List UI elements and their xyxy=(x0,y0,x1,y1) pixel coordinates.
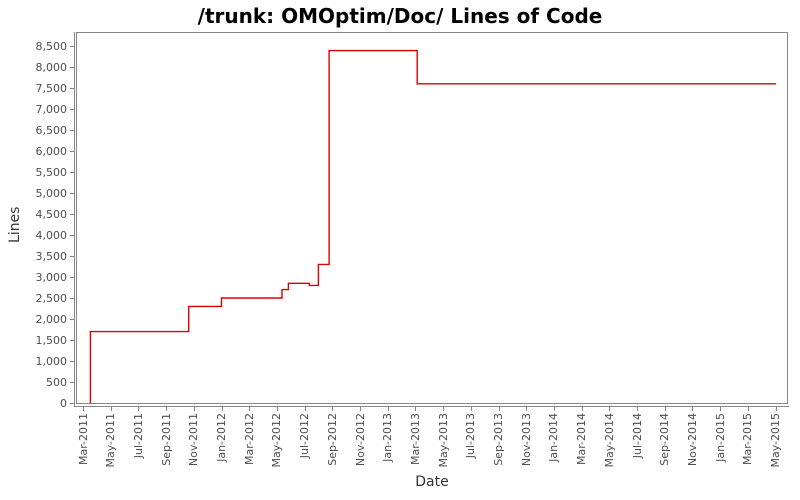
y-tick-mark xyxy=(70,172,74,173)
y-tick-mark xyxy=(70,340,74,341)
x-tick-mark xyxy=(443,407,445,411)
x-tick-mark xyxy=(470,407,472,411)
y-tick-mark xyxy=(70,235,74,236)
y-tick-label: 0 xyxy=(60,396,67,410)
y-tick-label: 7,000 xyxy=(35,102,68,116)
x-tick-label: Mar-2015 xyxy=(741,413,755,466)
y-tick-label: 4,500 xyxy=(35,207,68,221)
y-tick-label: 6,500 xyxy=(35,123,68,137)
x-tick-mark xyxy=(609,407,611,411)
x-tick-label: Jan-2014 xyxy=(547,413,561,462)
y-tick-mark xyxy=(70,361,74,362)
y-tick-mark xyxy=(70,193,74,194)
x-tick-mark xyxy=(360,407,361,411)
y-tick-mark xyxy=(70,403,74,404)
y-axis-line xyxy=(74,32,75,407)
x-tick-mark xyxy=(138,407,140,411)
x-tick-mark xyxy=(692,407,694,411)
x-tick-mark xyxy=(193,407,195,411)
y-tick-label: 3,000 xyxy=(35,270,68,284)
x-tick-label: May-2013 xyxy=(436,413,450,468)
x-tick-mark xyxy=(249,407,251,411)
y-tick-mark xyxy=(70,151,74,152)
x-axis-line xyxy=(74,406,789,407)
y-tick-mark xyxy=(70,319,74,320)
x-tick-mark xyxy=(664,407,666,411)
y-tick-mark xyxy=(70,130,74,131)
x-tick-mark xyxy=(221,407,223,411)
y-tick-mark xyxy=(70,109,74,110)
y-tick-label: 6,000 xyxy=(35,144,68,158)
y-tick-label: 5,500 xyxy=(35,165,68,179)
x-tick-label: Sep-2012 xyxy=(325,413,339,466)
x-tick-mark xyxy=(166,407,168,411)
x-tick-mark xyxy=(553,407,555,411)
y-tick-mark xyxy=(70,382,74,383)
x-tick-mark xyxy=(332,407,334,411)
y-tick-label: 1,500 xyxy=(35,333,68,347)
x-tick-mark xyxy=(304,407,306,411)
x-tick-label: Jul-2011 xyxy=(131,413,145,459)
y-tick-label: 7,500 xyxy=(35,81,68,95)
y-tick-label: 2,500 xyxy=(35,291,68,305)
x-tick-label: Nov-2014 xyxy=(685,413,699,467)
x-tick-label: Mar-2014 xyxy=(575,413,589,466)
x-tick-label: Sep-2013 xyxy=(492,413,505,466)
x-axis-title: Date xyxy=(415,474,449,490)
x-tick-mark xyxy=(498,407,500,411)
x-tick-label: Sep-2014 xyxy=(658,413,672,466)
x-tick-mark xyxy=(581,407,583,411)
x-tick-label: Nov-2011 xyxy=(187,413,201,467)
x-tick-label: Sep-2011 xyxy=(159,413,173,466)
x-tick-mark xyxy=(110,407,112,411)
x-tick-label: Nov-2013 xyxy=(519,413,533,467)
x-tick-mark xyxy=(415,407,417,411)
y-tick-mark xyxy=(70,298,74,299)
x-tick-mark xyxy=(276,407,278,411)
x-tick-label: May-2012 xyxy=(270,413,284,468)
y-tick-mark xyxy=(70,214,74,215)
y-tick-label: 4,000 xyxy=(35,228,68,242)
x-tick-label: May-2011 xyxy=(104,413,118,468)
y-tick-mark xyxy=(70,88,74,89)
x-tick-label: Mar-2011 xyxy=(76,413,90,466)
x-tick-label: Jul-2012 xyxy=(298,413,312,459)
x-tick-label: May-2015 xyxy=(769,413,782,468)
y-tick-mark xyxy=(70,277,74,278)
x-tick-mark xyxy=(637,407,638,411)
x-tick-mark xyxy=(526,407,528,411)
x-tick-label: Nov-2012 xyxy=(353,413,367,467)
y-tick-mark xyxy=(70,46,74,47)
x-tick-mark xyxy=(83,407,84,411)
y-tick-mark xyxy=(70,256,74,257)
x-tick-label: Jul-2014 xyxy=(630,413,644,459)
y-tick-mark xyxy=(70,67,74,68)
x-tick-label: Jan-2012 xyxy=(215,413,228,462)
x-tick-label: Jul-2013 xyxy=(464,413,478,459)
x-tick-mark xyxy=(775,407,777,411)
y-tick-label: 3,500 xyxy=(35,249,68,263)
x-tick-label: Mar-2013 xyxy=(408,413,422,466)
x-tick-mark xyxy=(720,407,722,411)
y-tick-label: 500 xyxy=(46,375,67,389)
y-tick-label: 5,000 xyxy=(35,186,68,200)
x-tick-label: Jan-2015 xyxy=(713,413,727,462)
x-tick-label: May-2014 xyxy=(602,413,616,468)
y-tick-label: 1,000 xyxy=(35,354,68,368)
chart-title: /trunk: OMOptim/Doc/ Lines of Code xyxy=(197,4,603,28)
y-tick-label: 8,500 xyxy=(35,39,68,53)
x-tick-mark xyxy=(387,407,389,411)
plot-area xyxy=(76,32,788,404)
x-tick-label: Mar-2012 xyxy=(242,413,256,466)
y-tick-label: 2,000 xyxy=(35,312,68,326)
x-tick-label: Jan-2013 xyxy=(381,413,395,462)
y-tick-label: 8,000 xyxy=(35,60,68,74)
x-tick-mark xyxy=(747,407,749,411)
